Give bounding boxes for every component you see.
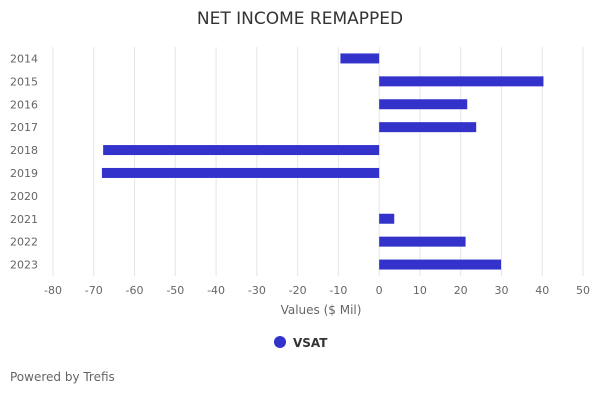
x-axis-ticks: -80 -70 -60 -50 -40 -30 -20 -10 0 10 20 30 40 50 (44, 284, 590, 297)
x-tick-label: 40 (535, 284, 549, 297)
legend-label[interactable]: VSAT (293, 336, 328, 350)
bar-2015[interactable] (379, 76, 544, 87)
x-tick-label: -80 (44, 284, 62, 297)
x-tick-label: -20 (289, 284, 307, 297)
y-tick-label: 2015 (10, 75, 38, 88)
x-tick-label: 30 (494, 284, 508, 297)
x-tick-label: -30 (248, 284, 266, 297)
y-tick-label: 2022 (10, 236, 38, 249)
y-tick-label: 2021 (10, 213, 38, 226)
bar-2023[interactable] (379, 259, 502, 270)
x-tick-label: -70 (85, 284, 103, 297)
bar-2016[interactable] (379, 99, 468, 110)
x-tick-label: -40 (207, 284, 225, 297)
bar-2019[interactable] (101, 167, 380, 178)
x-tick-label: -50 (166, 284, 184, 297)
bar-2017[interactable] (379, 122, 477, 133)
y-tick-label: 2023 (10, 259, 38, 272)
y-tick-label: 2020 (10, 190, 38, 203)
bars (101, 53, 544, 270)
x-tick-label: 20 (454, 284, 468, 297)
y-axis-ticks: 2014 2015 2016 2017 2018 2019 2020 2021 2022 2023 (10, 52, 38, 271)
bar-2022[interactable] (379, 236, 466, 247)
bar-2021[interactable] (379, 213, 395, 224)
x-tick-label: -10 (329, 284, 347, 297)
x-tick-label: 10 (413, 284, 427, 297)
legend[interactable]: VSAT (274, 336, 328, 350)
y-tick-label: 2019 (10, 167, 38, 180)
y-tick-label: 2014 (10, 52, 38, 65)
y-tick-label: 2018 (10, 144, 38, 157)
y-tick-label: 2016 (10, 98, 38, 111)
x-axis-label: Values ($ Mil) (281, 303, 362, 317)
y-tick-label: 2017 (10, 121, 38, 134)
legend-swatch[interactable] (274, 336, 286, 348)
bar-2018[interactable] (103, 145, 380, 156)
powered-by-credit: Powered by Trefis (10, 370, 115, 384)
bar-2014[interactable] (340, 53, 380, 64)
chart-title: NET INCOME REMAPPED (197, 9, 403, 29)
x-tick-label: -60 (126, 284, 144, 297)
x-tick-label: 50 (576, 284, 590, 297)
x-tick-label: 0 (376, 284, 383, 297)
